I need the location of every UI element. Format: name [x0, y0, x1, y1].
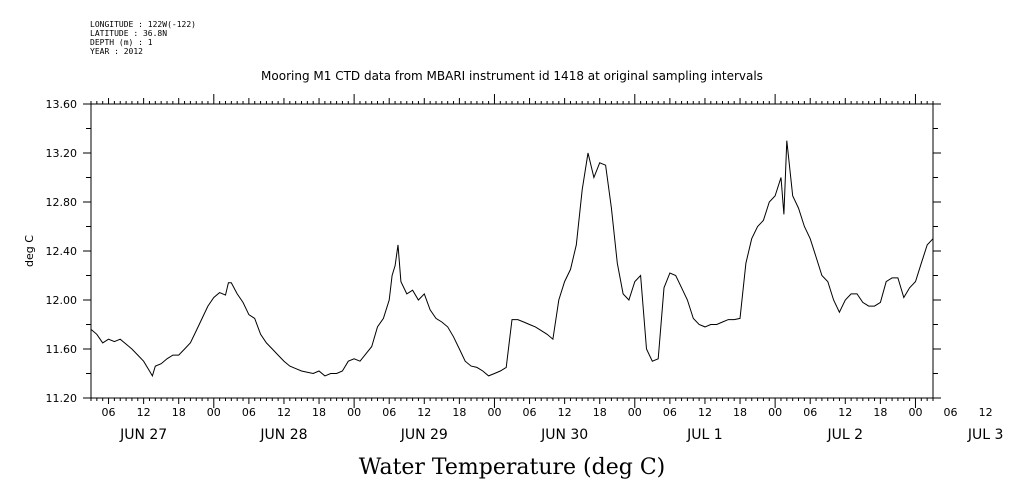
x-hour-label: 12: [137, 406, 151, 419]
y-tick-label: 13.20: [46, 147, 78, 160]
x-hour-label: 18: [452, 406, 466, 419]
x-hour-label: 18: [733, 406, 747, 419]
x-day-label: JUN 30: [540, 427, 588, 443]
x-hour-label: 06: [663, 406, 677, 419]
x-hour-label: 12: [979, 406, 993, 419]
y-tick-label: 12.40: [46, 245, 78, 258]
x-hour-label: 00: [487, 406, 501, 419]
x-hour-label: 18: [312, 406, 326, 419]
x-axis: 06 12 18 00 06 12 18 00 06 12 18 00 06 12 18 00 06 12 18 00…: [90, 94, 1004, 443]
x-hour-label: 06: [944, 406, 958, 419]
x-hour-label: 00: [908, 406, 922, 419]
x-hour-label: 12: [698, 406, 712, 419]
x-day-label: JUL 2: [827, 427, 864, 443]
x-day-label: JUN 29: [400, 427, 448, 443]
x-axis-title: Water Temperature (deg C): [359, 455, 666, 480]
y-tick-label: 11.60: [46, 343, 78, 356]
x-hour-label: 12: [558, 406, 572, 419]
metadata-block: LONGITUDE : 122W(-122) LATITUDE : 36.8N …: [90, 20, 196, 56]
x-hour-label: 18: [873, 406, 887, 419]
x-day-label: JUN 27: [119, 427, 167, 443]
y-tick-label: 12.80: [46, 196, 78, 209]
y-axis: 11.20 11.60 12.00 12.40 12.80 13.20 13.60: [46, 98, 941, 405]
year-text: YEAR : 2012: [90, 47, 143, 56]
x-day-label: JUL 3: [967, 427, 1004, 443]
x-hour-label: 00: [628, 406, 642, 419]
y-tick-label: 13.60: [46, 98, 78, 111]
x-hour-label: 00: [768, 406, 782, 419]
chart-title: Mooring M1 CTD data from MBARI instrumen…: [261, 69, 763, 83]
y-tick-label: 11.20: [46, 392, 78, 405]
y-tick-label: 12.00: [46, 294, 78, 307]
temperature-series-line: [90, 140, 934, 378]
x-hour-label: 06: [382, 406, 396, 419]
depth-text: DEPTH (m) : 1: [90, 38, 153, 47]
y-axis-label: deg C: [23, 235, 36, 267]
x-day-label: JUL 1: [686, 427, 723, 443]
x-hour-label: 00: [347, 406, 361, 419]
x-hour-label: 12: [417, 406, 431, 419]
x-hour-label: 18: [172, 406, 186, 419]
x-hour-label: 06: [102, 406, 116, 419]
x-hour-label: 12: [277, 406, 291, 419]
plot-frame: [90, 103, 934, 399]
x-hour-label: 12: [838, 406, 852, 419]
longitude-text: LONGITUDE : 122W(-122): [90, 20, 196, 29]
x-hour-label: 06: [803, 406, 817, 419]
x-day-label: JUN 28: [259, 427, 307, 443]
x-hour-label: 06: [242, 406, 256, 419]
latitude-text: LATITUDE : 36.8N: [90, 29, 168, 38]
x-hour-label: 18: [593, 406, 607, 419]
x-hour-label: 00: [207, 406, 221, 419]
x-hour-label: 06: [523, 406, 537, 419]
